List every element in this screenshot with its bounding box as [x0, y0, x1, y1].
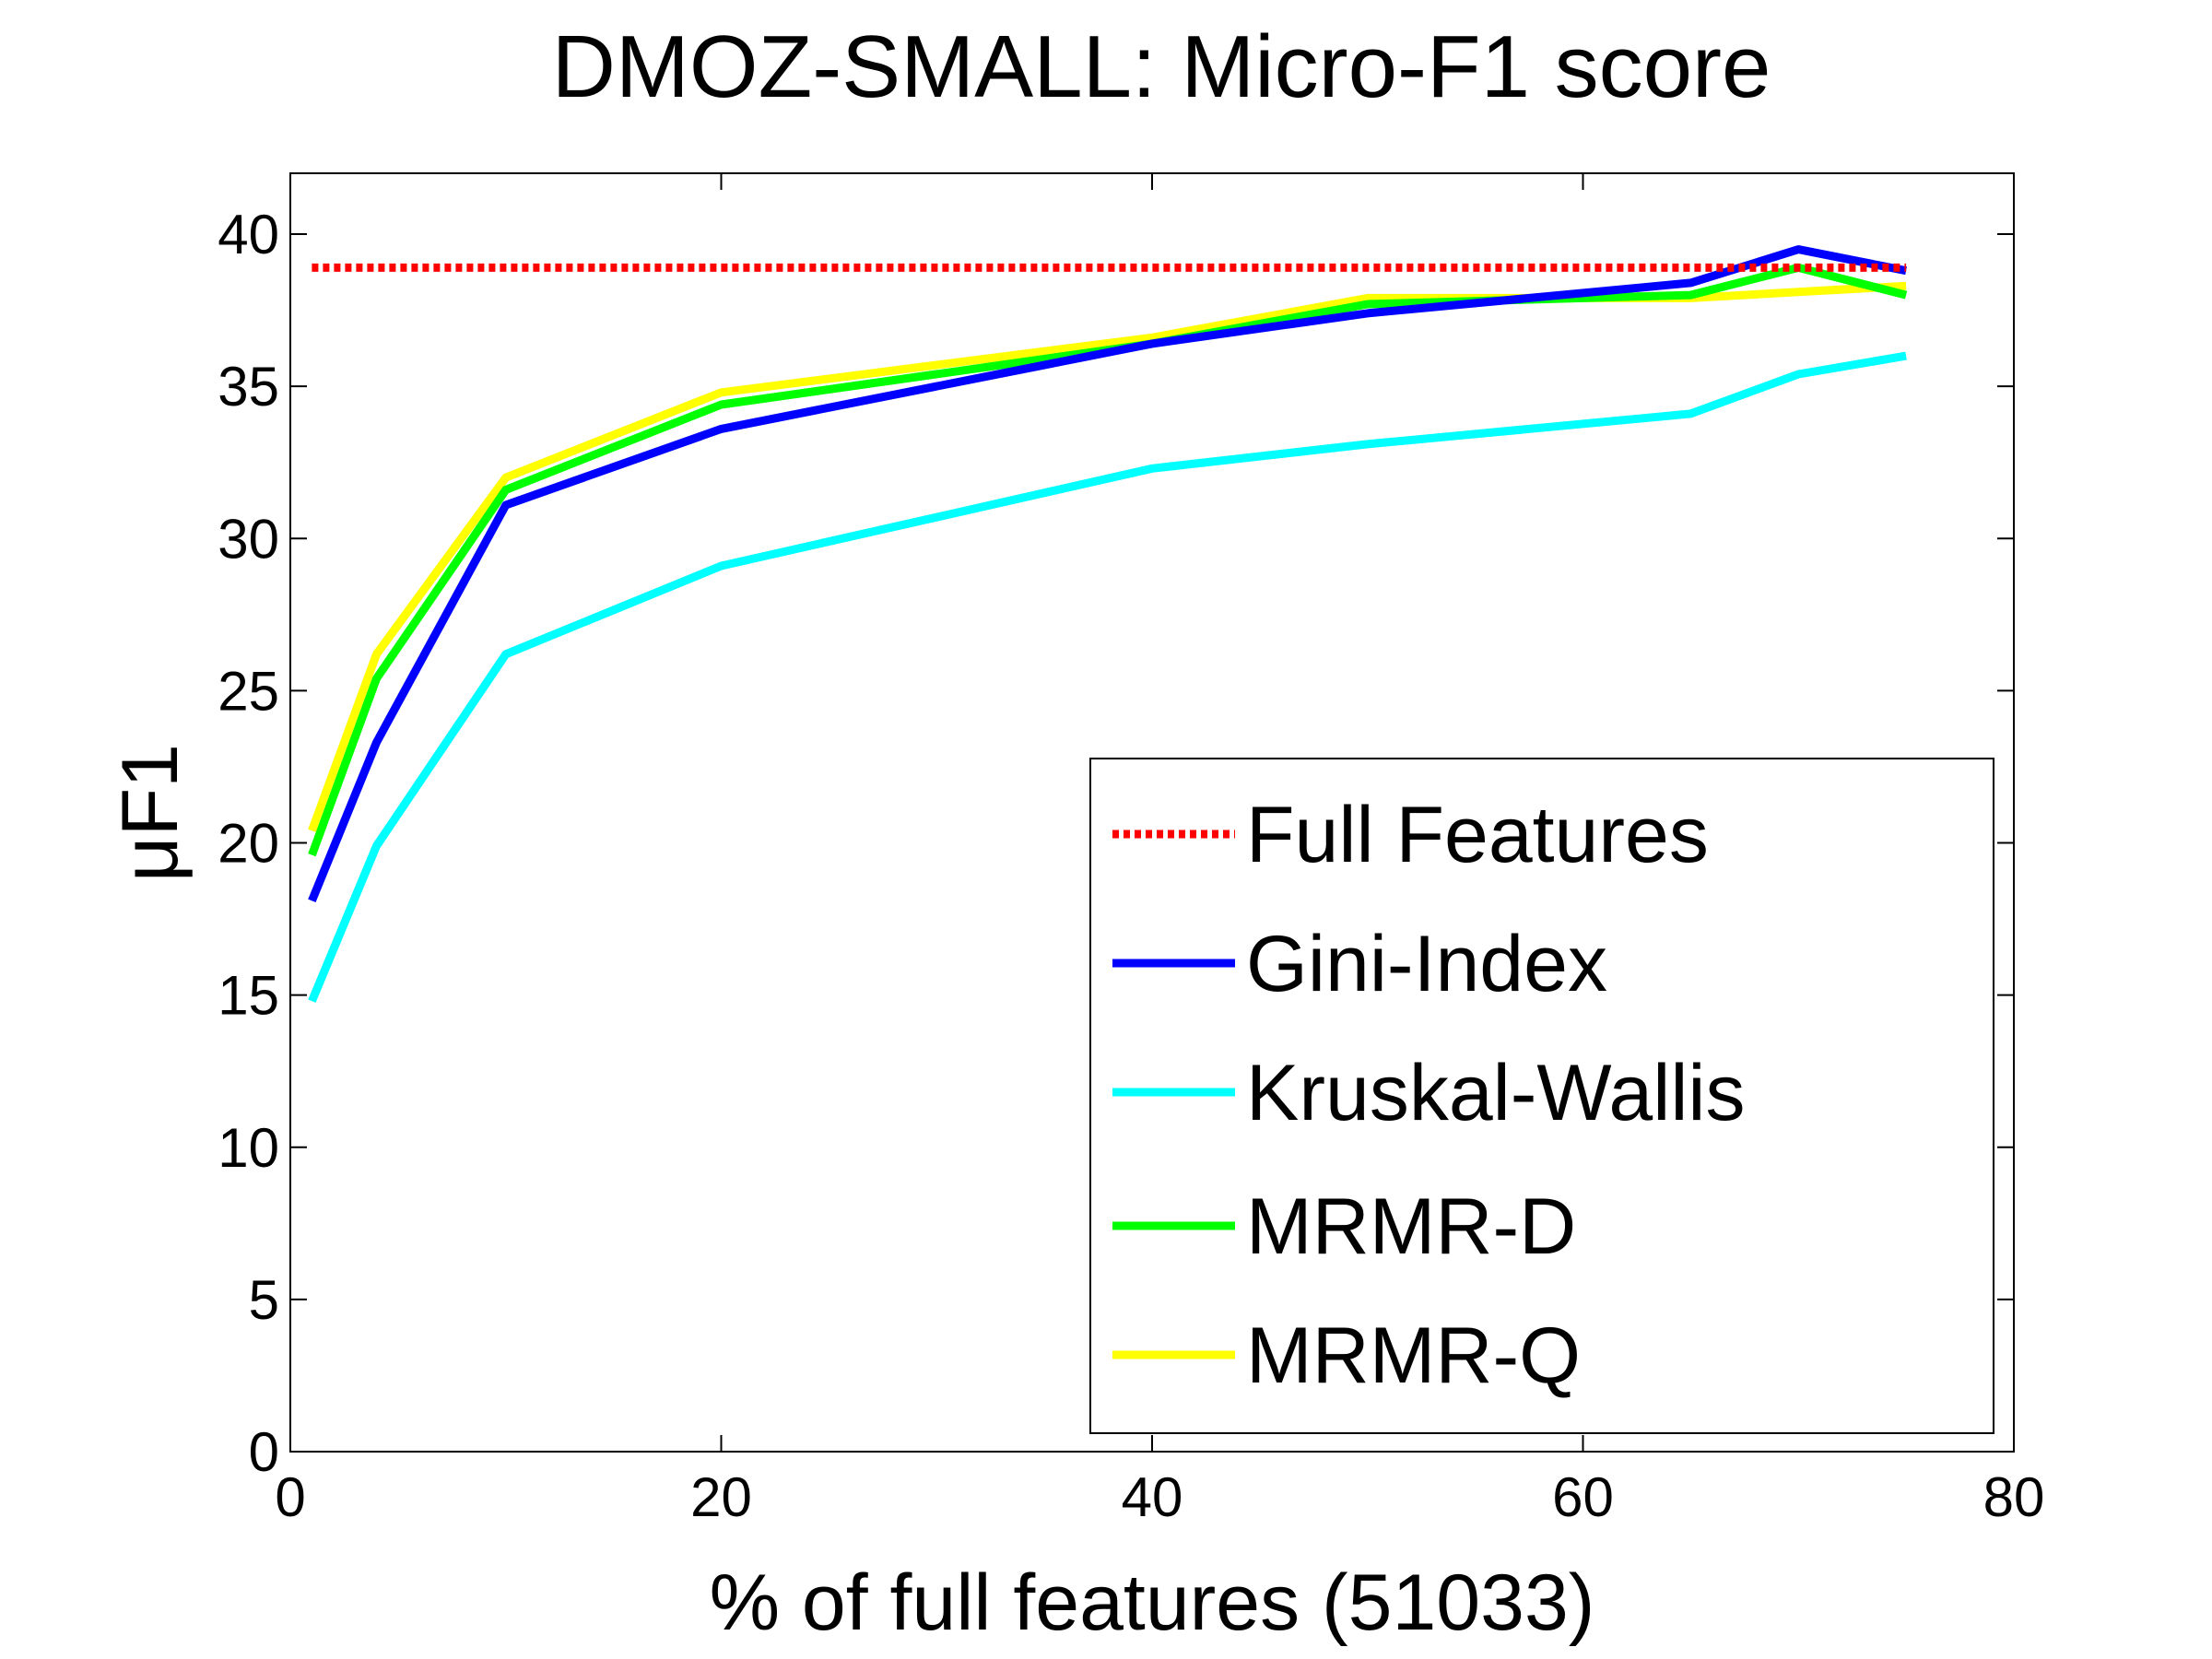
- y-tick-label: 10: [218, 1117, 279, 1179]
- series-line-mrmr-q: [308, 281, 1907, 832]
- x-tick-label: 80: [1983, 1466, 2045, 1528]
- series-line-kruskal-wallis: [308, 351, 1907, 1003]
- legend-label: Gini-Index: [1246, 920, 1607, 1008]
- y-axis: 0 5 10 15 20 25 30 35 40: [218, 204, 2014, 1483]
- y-tick-label: 30: [218, 508, 279, 570]
- series-line-gini-index: [308, 245, 1907, 903]
- x-tick-label: 0: [275, 1466, 305, 1528]
- chart-title: DMOZ-SMALL: Micro-F1 score: [552, 18, 1771, 116]
- legend-label: Kruskal-Wallis: [1246, 1049, 1746, 1137]
- y-tick-label: 5: [249, 1269, 279, 1331]
- y-tick-label: 15: [218, 965, 279, 1027]
- x-tick-label: 60: [1552, 1466, 1614, 1528]
- x-axis-label: % of full features (51033): [710, 1559, 1595, 1647]
- legend-label: MRMR-D: [1246, 1182, 1576, 1271]
- y-tick-label: 40: [218, 204, 279, 265]
- legend-label: Full Features: [1246, 791, 1709, 879]
- legend-label: MRMR-Q: [1246, 1312, 1581, 1400]
- x-axis: 0 20 40 60 80: [275, 173, 2044, 1528]
- legend-box: [1089, 758, 1994, 1434]
- legend: Full Features Gini-Index Kruskal-Wallis MRM…: [1089, 758, 1994, 1434]
- y-axis-label: μF1: [106, 744, 194, 882]
- y-tick-label: 25: [218, 660, 279, 722]
- y-tick-label: 0: [249, 1421, 279, 1483]
- y-tick-label: 20: [218, 813, 279, 875]
- series-layer: [308, 245, 1908, 1003]
- y-tick-label: 35: [218, 356, 279, 418]
- x-tick-label: 20: [690, 1466, 752, 1528]
- x-tick-label: 40: [1122, 1466, 1183, 1528]
